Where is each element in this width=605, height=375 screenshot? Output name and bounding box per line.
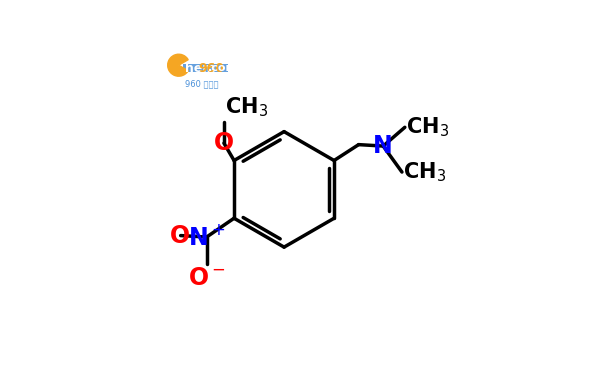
- FancyBboxPatch shape: [183, 64, 227, 72]
- Text: 960: 960: [198, 62, 224, 75]
- Text: O: O: [170, 224, 190, 248]
- Text: CH$_3$: CH$_3$: [406, 116, 449, 139]
- Text: N: N: [373, 134, 393, 158]
- Text: hem: hem: [185, 62, 216, 75]
- Text: CH$_3$: CH$_3$: [224, 96, 267, 119]
- Text: O: O: [214, 131, 234, 155]
- Text: CH$_3$: CH$_3$: [403, 160, 446, 184]
- Text: .com: .com: [208, 63, 238, 73]
- Text: N$^+$: N$^+$: [188, 225, 225, 249]
- Wedge shape: [168, 54, 188, 76]
- Text: 960 化工网: 960 化工网: [185, 80, 218, 88]
- Text: O$^-$: O$^-$: [188, 266, 226, 290]
